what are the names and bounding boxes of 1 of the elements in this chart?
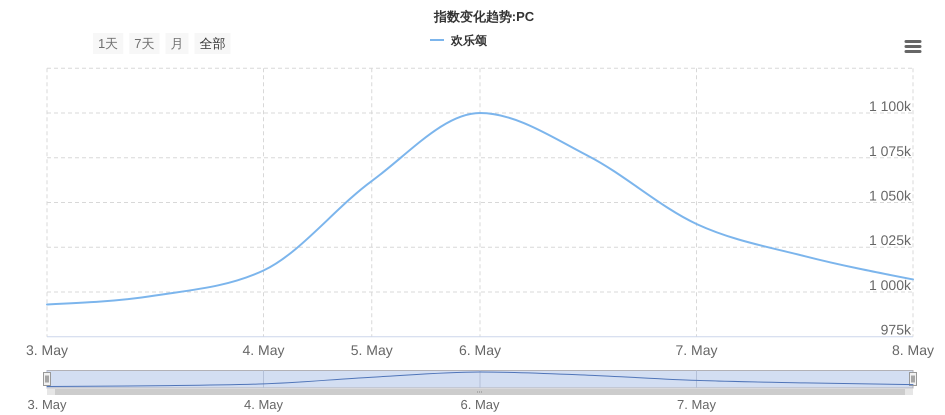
title: 指数变化趋势:PC [434,9,534,24]
